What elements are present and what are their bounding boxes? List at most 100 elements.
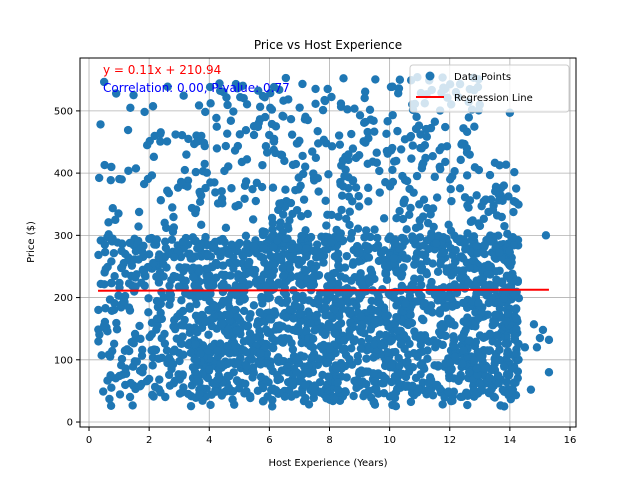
data-point xyxy=(194,267,204,276)
data-point xyxy=(292,368,302,377)
legend-box xyxy=(409,64,570,113)
data-point xyxy=(500,362,509,371)
data-point xyxy=(485,170,495,180)
data-point xyxy=(416,266,426,275)
data-point xyxy=(423,354,432,364)
data-point xyxy=(408,363,418,372)
data-point xyxy=(188,272,198,282)
data-point xyxy=(245,268,254,277)
data-point xyxy=(290,300,300,309)
data-point xyxy=(195,389,204,399)
data-point xyxy=(285,264,295,273)
data-point xyxy=(370,315,380,325)
data-point xyxy=(185,323,194,332)
data-point xyxy=(210,237,220,247)
data-point xyxy=(100,160,109,170)
data-point xyxy=(131,164,141,173)
data-point xyxy=(225,358,235,367)
data-point xyxy=(195,292,204,301)
data-point xyxy=(337,205,346,215)
data-point xyxy=(298,169,308,179)
data-point xyxy=(265,314,274,323)
data-point xyxy=(486,237,495,246)
data-point xyxy=(339,182,348,191)
data-point xyxy=(261,325,271,334)
data-point xyxy=(199,138,209,148)
data-point xyxy=(446,358,455,367)
data-point xyxy=(435,306,445,315)
data-point xyxy=(397,272,406,281)
data-point xyxy=(203,264,213,273)
data-point xyxy=(169,316,179,325)
data-point xyxy=(169,252,179,262)
data-point xyxy=(288,381,298,390)
data-point xyxy=(361,138,370,147)
legend-label-regression: Regression Line xyxy=(454,93,533,104)
data-point xyxy=(217,391,227,400)
data-point xyxy=(128,401,137,410)
data-point xyxy=(244,335,253,344)
data-point xyxy=(161,392,170,402)
data-point xyxy=(437,248,447,257)
data-point xyxy=(188,233,198,242)
data-point xyxy=(505,246,514,256)
data-point xyxy=(430,117,440,126)
data-point xyxy=(501,339,510,348)
data-point xyxy=(252,178,262,187)
data-point xyxy=(273,236,282,245)
data-point xyxy=(281,234,290,243)
data-point xyxy=(371,384,381,393)
data-point xyxy=(416,360,425,370)
data-point xyxy=(100,240,110,249)
data-point xyxy=(397,339,406,348)
data-point xyxy=(294,255,304,265)
data-point xyxy=(344,150,353,159)
data-point xyxy=(428,391,438,400)
legend-label-points: Data Points xyxy=(454,72,511,83)
data-point xyxy=(240,181,250,190)
data-point xyxy=(105,394,114,404)
data-point xyxy=(387,336,396,345)
data-point xyxy=(295,278,304,288)
data-point xyxy=(404,318,413,327)
data-point xyxy=(135,382,145,391)
data-point xyxy=(183,182,192,191)
data-point xyxy=(297,338,306,348)
data-point xyxy=(156,196,166,205)
data-point xyxy=(388,391,397,400)
data-point xyxy=(336,272,346,281)
data-point xyxy=(330,394,339,404)
data-point xyxy=(455,234,465,243)
data-point xyxy=(360,233,369,242)
data-point xyxy=(164,353,174,363)
data-point xyxy=(268,402,277,411)
data-point xyxy=(408,381,417,391)
data-point xyxy=(424,244,433,254)
data-point xyxy=(457,140,466,149)
data-point xyxy=(125,346,134,356)
data-point xyxy=(175,356,184,366)
data-point xyxy=(424,385,434,394)
data-point xyxy=(450,342,459,352)
data-point xyxy=(509,241,519,250)
data-point xyxy=(95,330,104,339)
data-point xyxy=(108,204,117,213)
data-point xyxy=(256,252,265,261)
data-point xyxy=(325,344,335,353)
data-point xyxy=(299,295,308,305)
legend: Data Points Regression Line xyxy=(409,64,570,113)
data-point xyxy=(285,252,295,262)
data-point xyxy=(463,400,472,410)
data-point xyxy=(150,131,159,141)
data-point xyxy=(362,379,371,389)
data-point xyxy=(405,133,415,142)
data-point xyxy=(244,260,253,269)
data-point xyxy=(112,325,122,334)
x-tick-label: 4 xyxy=(206,435,212,446)
data-point xyxy=(163,186,172,195)
data-point xyxy=(165,300,174,309)
data-point xyxy=(476,353,486,362)
data-point xyxy=(105,295,115,304)
data-point xyxy=(106,401,116,410)
data-point xyxy=(211,188,220,197)
